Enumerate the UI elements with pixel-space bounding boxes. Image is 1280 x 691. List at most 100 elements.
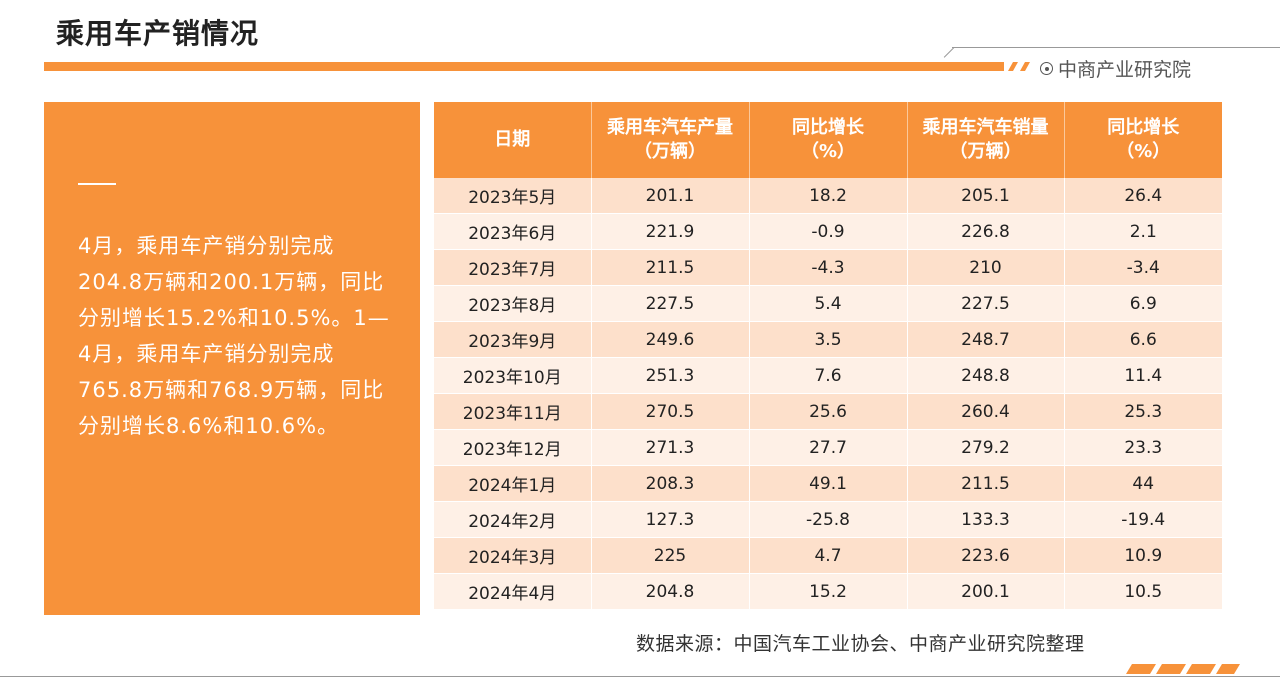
value-cell: 271.3 xyxy=(591,429,750,466)
value-cell: 248.8 xyxy=(907,357,1065,394)
date-cell: 2023年5月 xyxy=(434,178,592,214)
table-row: 2023年12月 271.3 27.7 279.2 23.3 xyxy=(434,429,1222,466)
value-cell: 249.6 xyxy=(591,321,750,358)
table-row: 2023年6月 221.9 -0.9 226.8 2.1 xyxy=(434,213,1222,250)
value-cell: 221.9 xyxy=(591,213,750,250)
summary-panel: 4月，乘用车产销分别完成204.8万辆和200.1万辆，同比分别增长15.2%和… xyxy=(44,102,420,615)
column-header-unit: （%） xyxy=(800,141,856,162)
value-cell: 208.3 xyxy=(591,465,750,502)
column-header: 乘用车汽车产量 （万辆） xyxy=(591,102,750,178)
page-title: 乘用车产销情况 xyxy=(56,17,260,50)
value-cell: 226.8 xyxy=(907,213,1065,250)
value-cell: 260.4 xyxy=(907,393,1065,430)
column-header-title: 乘用车汽车销量 xyxy=(922,117,1049,138)
value-cell: 4.7 xyxy=(749,537,908,574)
value-cell: -25.8 xyxy=(749,501,908,538)
value-cell: 227.5 xyxy=(907,285,1065,322)
value-cell: 49.1 xyxy=(749,465,908,502)
value-cell: 279.2 xyxy=(907,429,1065,466)
value-cell: 10.9 xyxy=(1064,537,1222,574)
date-cell: 2023年6月 xyxy=(434,213,592,250)
value-cell: 6.9 xyxy=(1064,285,1222,322)
table-row: 2024年3月 225 4.7 223.6 10.9 xyxy=(434,537,1222,574)
value-cell: 133.3 xyxy=(907,501,1065,538)
column-header-unit: （万辆） xyxy=(634,141,706,162)
table-row: 2024年2月 127.3 -25.8 133.3 -19.4 xyxy=(434,501,1222,538)
bottom-stripes-decoration xyxy=(1126,664,1240,674)
decorative-line xyxy=(952,47,1280,48)
value-cell: 205.1 xyxy=(907,178,1065,214)
value-cell: 6.6 xyxy=(1064,321,1222,358)
value-cell: 223.6 xyxy=(907,537,1065,574)
value-cell: 26.4 xyxy=(1064,178,1222,214)
date-cell: 2023年8月 xyxy=(434,285,592,322)
value-cell: -0.9 xyxy=(749,213,908,250)
date-cell: 2023年10月 xyxy=(434,357,592,394)
value-cell: 11.4 xyxy=(1064,357,1222,394)
bottom-divider xyxy=(0,676,1280,677)
value-cell: 27.7 xyxy=(749,429,908,466)
table-row: 2024年4月 204.8 15.2 200.1 10.5 xyxy=(434,573,1222,610)
value-cell: 211.5 xyxy=(591,249,750,286)
value-cell: -19.4 xyxy=(1064,501,1222,538)
date-cell: 2024年1月 xyxy=(434,465,592,502)
value-cell: 127.3 xyxy=(591,501,750,538)
value-cell: 5.4 xyxy=(749,285,908,322)
table-row: 2023年10月 251.3 7.6 248.8 11.4 xyxy=(434,357,1222,394)
title-accent-bar xyxy=(44,62,1004,71)
value-cell: 18.2 xyxy=(749,178,908,214)
value-cell: 270.5 xyxy=(591,393,750,430)
column-header-title: 日期 xyxy=(494,129,531,150)
date-cell: 2023年9月 xyxy=(434,321,592,358)
column-header: 同比增长 （%） xyxy=(1064,102,1222,178)
table-row: 2023年5月 201.1 18.2 205.1 26.4 xyxy=(434,178,1222,214)
column-header-title: 乘用车汽车产量 xyxy=(607,117,733,138)
value-cell: 2.1 xyxy=(1064,213,1222,250)
brand: 中商产业研究院 xyxy=(1040,55,1191,82)
date-cell: 2023年12月 xyxy=(434,429,592,466)
decorative-diagonal-line xyxy=(943,47,955,58)
value-cell: 225 xyxy=(591,537,750,574)
table-row: 2023年9月 249.6 3.5 248.7 6.6 xyxy=(434,321,1222,358)
brand-name: 中商产业研究院 xyxy=(1058,59,1192,81)
value-cell: 210 xyxy=(907,249,1065,286)
target-icon xyxy=(1040,62,1053,75)
table-row: 2023年8月 227.5 5.4 227.5 6.9 xyxy=(434,285,1222,322)
value-cell: 204.8 xyxy=(591,573,750,610)
date-cell: 2023年11月 xyxy=(434,393,592,430)
value-cell: -4.3 xyxy=(749,249,908,286)
column-header: 同比增长 （%） xyxy=(749,102,908,178)
production-sales-table: 日期 乘用车汽车产量 （万辆） 同比增长 （%） 乘用车汽车销量 （万辆） 同比增长 （%） 2… xyxy=(434,102,1222,610)
table-row: 2024年1月 208.3 49.1 211.5 44 xyxy=(434,465,1222,502)
value-cell: 251.3 xyxy=(591,357,750,394)
value-cell: 15.2 xyxy=(749,573,908,610)
value-cell: 200.1 xyxy=(907,573,1065,610)
column-header-title: 同比增长 xyxy=(1107,117,1180,138)
table-row: 2023年7月 211.5 -4.3 210 -3.4 xyxy=(434,249,1222,286)
date-cell: 2024年4月 xyxy=(434,573,592,610)
value-cell: -3.4 xyxy=(1064,249,1222,286)
column-header-unit: （%） xyxy=(1116,141,1171,162)
table-body: 2023年5月 201.1 18.2 205.1 26.4 2023年6月 221.9 -0.… xyxy=(434,178,1222,610)
column-header: 日期 xyxy=(434,102,592,178)
value-cell: 7.6 xyxy=(749,357,908,394)
column-header-unit: （万辆） xyxy=(949,141,1022,162)
table-row: 2023年11月 270.5 25.6 260.4 25.3 xyxy=(434,393,1222,430)
value-cell: 201.1 xyxy=(591,178,750,214)
column-header: 乘用车汽车销量 （万辆） xyxy=(907,102,1065,178)
summary-text: 4月，乘用车产销分别完成204.8万辆和200.1万辆，同比分别增长15.2%和… xyxy=(78,234,390,438)
value-cell: 3.5 xyxy=(749,321,908,358)
value-cell: 248.7 xyxy=(907,321,1065,358)
date-cell: 2024年3月 xyxy=(434,537,592,574)
value-cell: 10.5 xyxy=(1064,573,1222,610)
value-cell: 25.6 xyxy=(749,393,908,430)
column-header-title: 同比增长 xyxy=(792,117,864,138)
table-header-row: 日期 乘用车汽车产量 （万辆） 同比增长 （%） 乘用车汽车销量 （万辆） 同比增长 （%） xyxy=(434,102,1222,178)
value-cell: 25.3 xyxy=(1064,393,1222,430)
data-source: 数据来源：中国汽车工业协会、中商产业研究院整理 xyxy=(636,633,1085,655)
summary-divider xyxy=(78,183,116,185)
date-cell: 2024年2月 xyxy=(434,501,592,538)
value-cell: 44 xyxy=(1064,465,1222,502)
value-cell: 23.3 xyxy=(1064,429,1222,466)
value-cell: 227.5 xyxy=(591,285,750,322)
